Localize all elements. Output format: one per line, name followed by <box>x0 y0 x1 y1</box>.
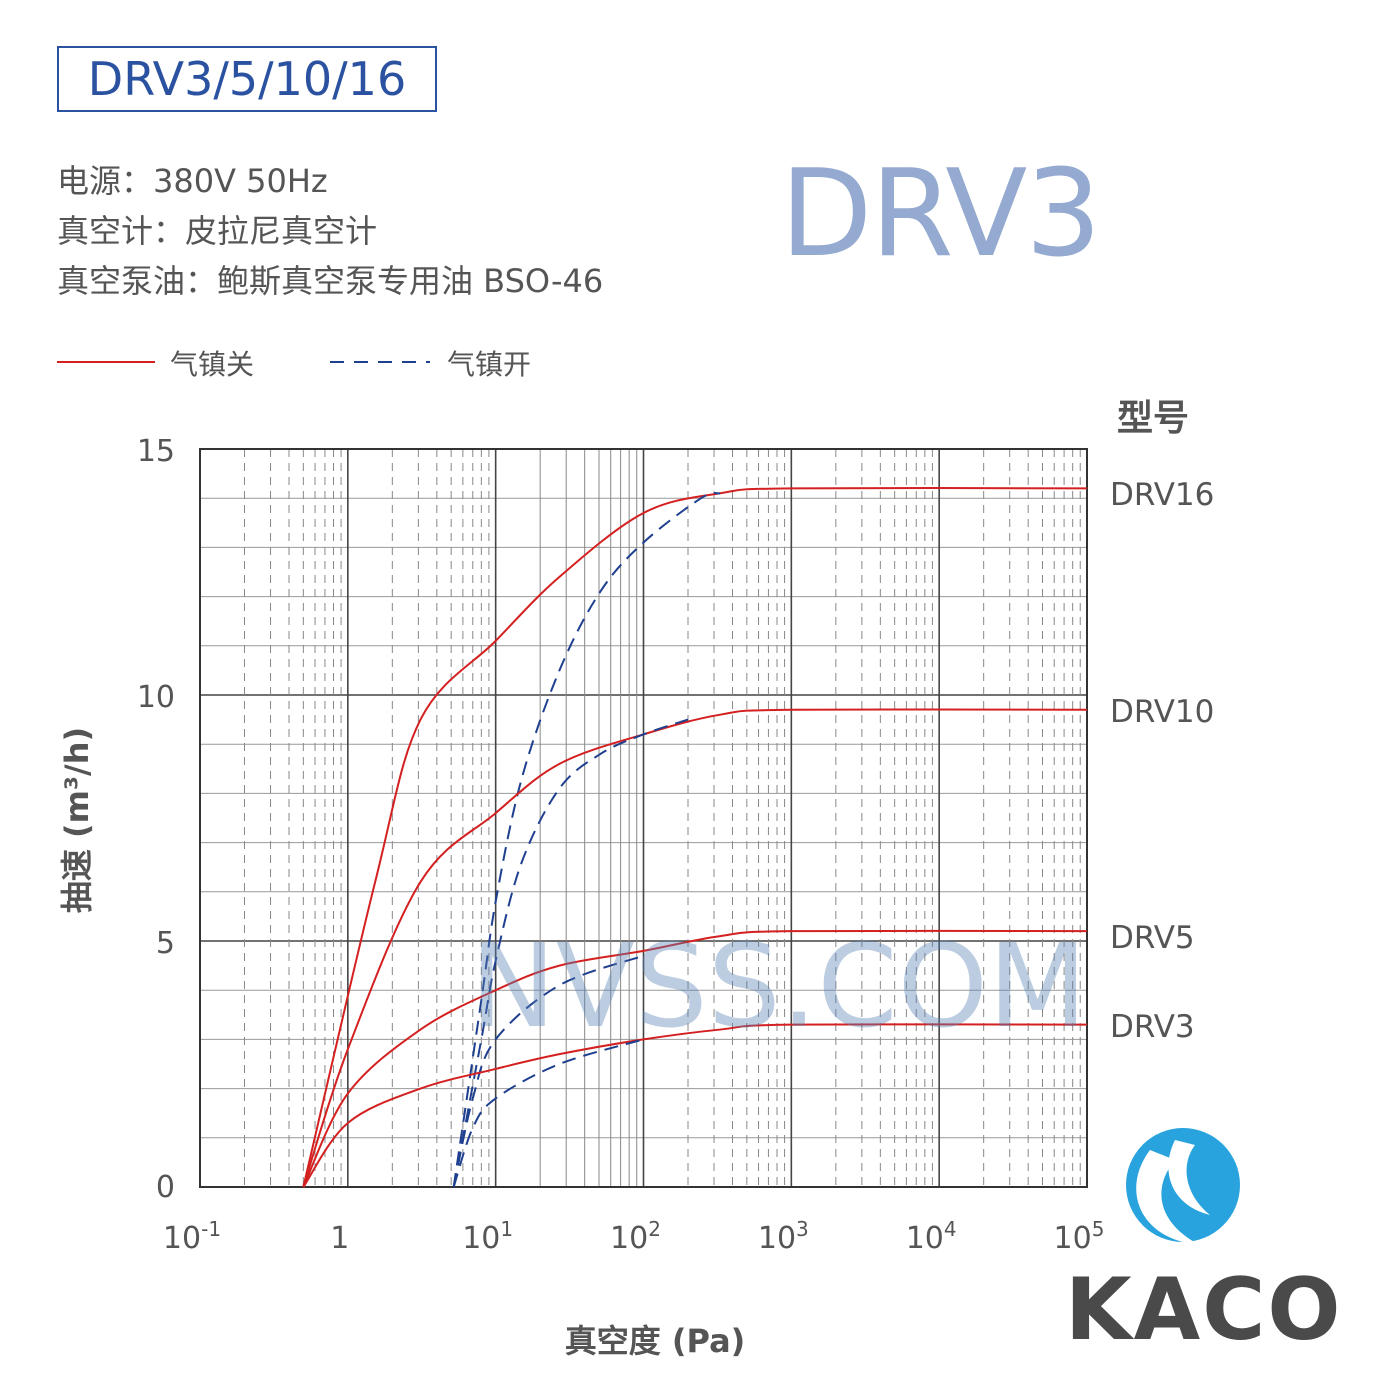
y-axis-label: 抽速 (m³/h) <box>58 727 96 913</box>
curve-drv3-ballast-on <box>452 1038 644 1188</box>
watermark-model: DRV3 <box>780 145 1102 284</box>
model-title: DRV3/5/10/16 <box>57 46 437 112</box>
curve-drv3-ballast-off <box>302 1023 1088 1188</box>
y-tick-label: 0 <box>156 1170 175 1205</box>
kaco-logo-text: KACO <box>1065 1260 1343 1360</box>
y-tick-label: 15 <box>137 434 175 469</box>
power-info: 电源：380V 50Hz <box>57 162 328 200</box>
x-tick-label: 101 <box>462 1217 513 1256</box>
series-label-drv5: DRV5 <box>1110 920 1195 956</box>
legend-label-off: 气镇关 <box>170 348 255 381</box>
x-tick-label: 105 <box>1054 1217 1105 1256</box>
curve-drv10-ballast-on <box>452 718 689 1188</box>
gauge-info: 真空计：皮拉尼真空计 <box>57 212 378 250</box>
series-label-drv10: DRV10 <box>1110 694 1214 730</box>
x-tick-label: 104 <box>906 1217 957 1256</box>
model-header: 型号 <box>1117 398 1189 439</box>
curve-drv16-ballast-on <box>452 491 721 1188</box>
plot-frame <box>199 448 1088 1188</box>
x-tick-label: 102 <box>610 1217 661 1256</box>
oil-info: 真空泵油：鲍斯真空泵专用油 BSO-46 <box>57 262 604 300</box>
curve-drv5-ballast-off <box>302 929 1088 1188</box>
series-label-drv16: DRV16 <box>1110 477 1214 513</box>
y-tick-label: 5 <box>156 926 175 961</box>
kaco-logo-wave <box>1168 1140 1210 1215</box>
kaco-logo-wave <box>1136 1150 1200 1245</box>
x-tick-label: 1 <box>330 1221 349 1256</box>
curve-drv16-ballast-off <box>302 486 1088 1188</box>
series-label-drv3: DRV3 <box>1110 1009 1195 1045</box>
y-tick-label: 10 <box>137 680 175 715</box>
watermark-site: NVSS.COM <box>470 920 1088 1054</box>
x-axis-label: 真空度 (Pa) <box>565 1322 746 1360</box>
curve-drv5-ballast-on <box>452 954 644 1188</box>
x-tick-label: 103 <box>758 1217 809 1256</box>
legend-label-on: 气镇开 <box>447 348 532 381</box>
curve-drv10-ballast-off <box>302 708 1088 1188</box>
x-tick-label: 10-1 <box>163 1217 221 1256</box>
